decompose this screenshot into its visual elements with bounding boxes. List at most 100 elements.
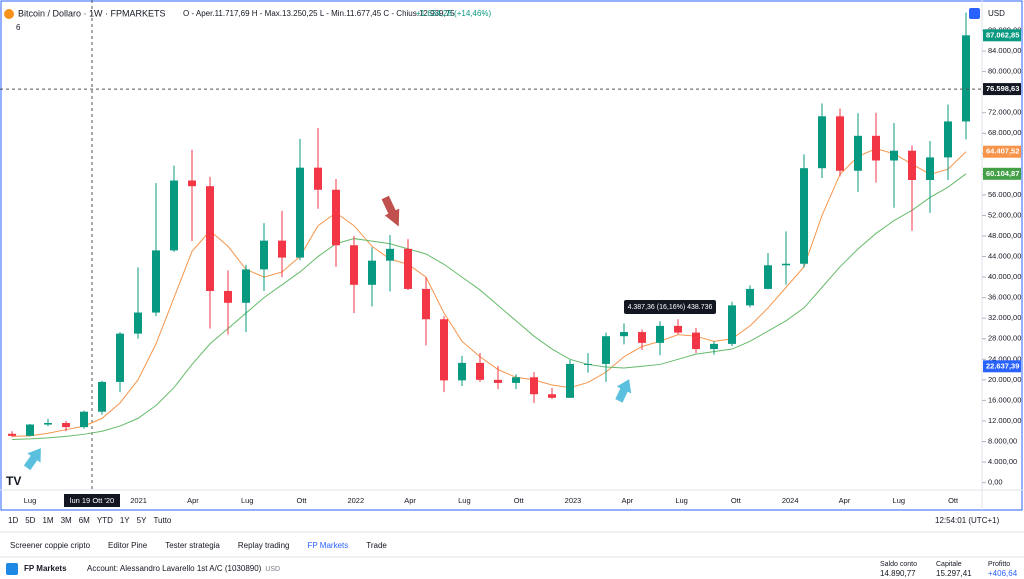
tab[interactable]: Replay trading: [238, 541, 290, 550]
range-button[interactable]: 1M: [42, 516, 53, 525]
range-button[interactable]: YTD: [97, 516, 113, 525]
stat-value: +406,64: [988, 569, 1018, 578]
candle-body: [656, 325, 664, 343]
settings-btn[interactable]: [969, 8, 980, 19]
candle-body: [44, 423, 52, 425]
y-tick-label: 0,00: [988, 478, 1003, 487]
y-tick-label: 56.000,00: [988, 190, 1021, 199]
chart-frame: [0, 0, 1023, 511]
x-tick-label: 2022: [347, 496, 364, 505]
stat-value: 15.297,41: [936, 569, 972, 578]
candle-body: [224, 290, 232, 303]
range-button[interactable]: 5D: [25, 516, 35, 525]
tab[interactable]: FP Markets: [307, 541, 348, 550]
candle-body: [512, 377, 520, 383]
arrow-up: [615, 379, 632, 403]
x-tick-label: Ott: [514, 496, 525, 505]
candle-body: [566, 363, 574, 398]
candle-body: [458, 362, 466, 381]
price-tag: [983, 83, 1021, 96]
arrow-down: [381, 195, 400, 227]
change: +1.634,28 (+14,46%): [416, 9, 492, 18]
candle-body: [332, 189, 340, 246]
candle-body: [170, 180, 178, 251]
candle-body: [674, 325, 682, 333]
candle-body: [98, 381, 106, 412]
candle-body: [188, 180, 196, 187]
candle-body: [8, 433, 16, 436]
x-tick-label: Lug: [241, 496, 254, 505]
candle-body: [800, 168, 808, 264]
indicator-count[interactable]: 6: [16, 23, 21, 32]
stat-value: 14.890,77: [880, 569, 916, 578]
candle-body: [242, 269, 250, 303]
range-button[interactable]: 1D: [8, 516, 18, 525]
price-tag-label: 60.104,87: [986, 169, 1019, 178]
tooltip-bg: [624, 300, 716, 314]
candle-body: [854, 135, 862, 171]
candle-body: [818, 116, 826, 169]
y-tick-label: 36.000,00: [988, 293, 1021, 302]
candle-body: [260, 240, 268, 270]
range-button[interactable]: Tutto: [153, 516, 171, 525]
x-tick-label: Ott: [731, 496, 742, 505]
candle-body: [80, 411, 88, 428]
candle-body: [872, 135, 880, 161]
x-tick-label: Apr: [839, 496, 851, 505]
candle-body: [134, 312, 142, 334]
x-tick-label: Apr: [187, 496, 199, 505]
x-tick-label: Lug: [24, 496, 37, 505]
candle-body: [404, 248, 412, 289]
y-tick-label: 44.000,00: [988, 252, 1021, 261]
candle-body: [476, 362, 484, 380]
price-tag: [983, 360, 1021, 373]
range-button[interactable]: 5Y: [137, 516, 147, 525]
y-tick-label: 4.000,00: [988, 457, 1017, 466]
y-tick-label: 8.000,00: [988, 436, 1017, 445]
currency[interactable]: USD: [988, 9, 1005, 18]
candle-body: [26, 424, 34, 436]
range-button[interactable]: 3M: [61, 516, 72, 525]
candle-body: [386, 248, 394, 261]
account-name[interactable]: Account: Alessandro Lavarello 1st A/C (1…: [87, 564, 262, 573]
crosshair-date-bg: [64, 494, 120, 507]
crosshair-date: lun 19 Ott '20: [70, 496, 114, 505]
moving-average: [11, 173, 967, 440]
candle-body: [728, 305, 736, 344]
price-tag-label: 64.407,52: [986, 147, 1019, 156]
tv-logo: TV: [6, 474, 21, 488]
btc-icon: [4, 9, 14, 19]
y-tick-label: 32.000,00: [988, 313, 1021, 322]
x-tick-label: Apr: [404, 496, 416, 505]
candle-body: [782, 263, 790, 266]
candle-body: [278, 240, 286, 258]
tab[interactable]: Editor Pine: [108, 541, 148, 550]
candle-body: [116, 333, 124, 382]
price-tag: [983, 167, 1021, 180]
candle-body: [206, 186, 214, 291]
tab[interactable]: Trade: [366, 541, 387, 550]
tab[interactable]: Tester strategia: [165, 541, 220, 550]
candle-body: [746, 288, 754, 306]
price-tag: [983, 29, 1021, 42]
candle-body: [494, 379, 502, 383]
range-button[interactable]: 1Y: [120, 516, 130, 525]
candle-body: [890, 150, 898, 161]
tab[interactable]: Screener coppie cripto: [10, 541, 91, 550]
y-tick-label: 12.000,00: [988, 416, 1021, 425]
price-tag-label: 87.062,85: [986, 30, 1019, 39]
candle-body: [152, 250, 160, 313]
range-button[interactable]: 6M: [79, 516, 90, 525]
x-tick-label: 2021: [130, 496, 147, 505]
candle-body: [584, 363, 592, 365]
candle-body: [314, 167, 322, 190]
candle-body: [692, 332, 700, 350]
account-currency: USD: [265, 566, 280, 573]
candle-body: [368, 260, 376, 285]
candle-body: [638, 332, 646, 343]
x-tick-label: Ott: [948, 496, 959, 505]
broker[interactable]: FP Markets: [24, 564, 67, 573]
x-tick-label: Lug: [893, 496, 906, 505]
price-tag-label: 76.598,63: [986, 84, 1019, 93]
x-tick-label: Lug: [458, 496, 471, 505]
